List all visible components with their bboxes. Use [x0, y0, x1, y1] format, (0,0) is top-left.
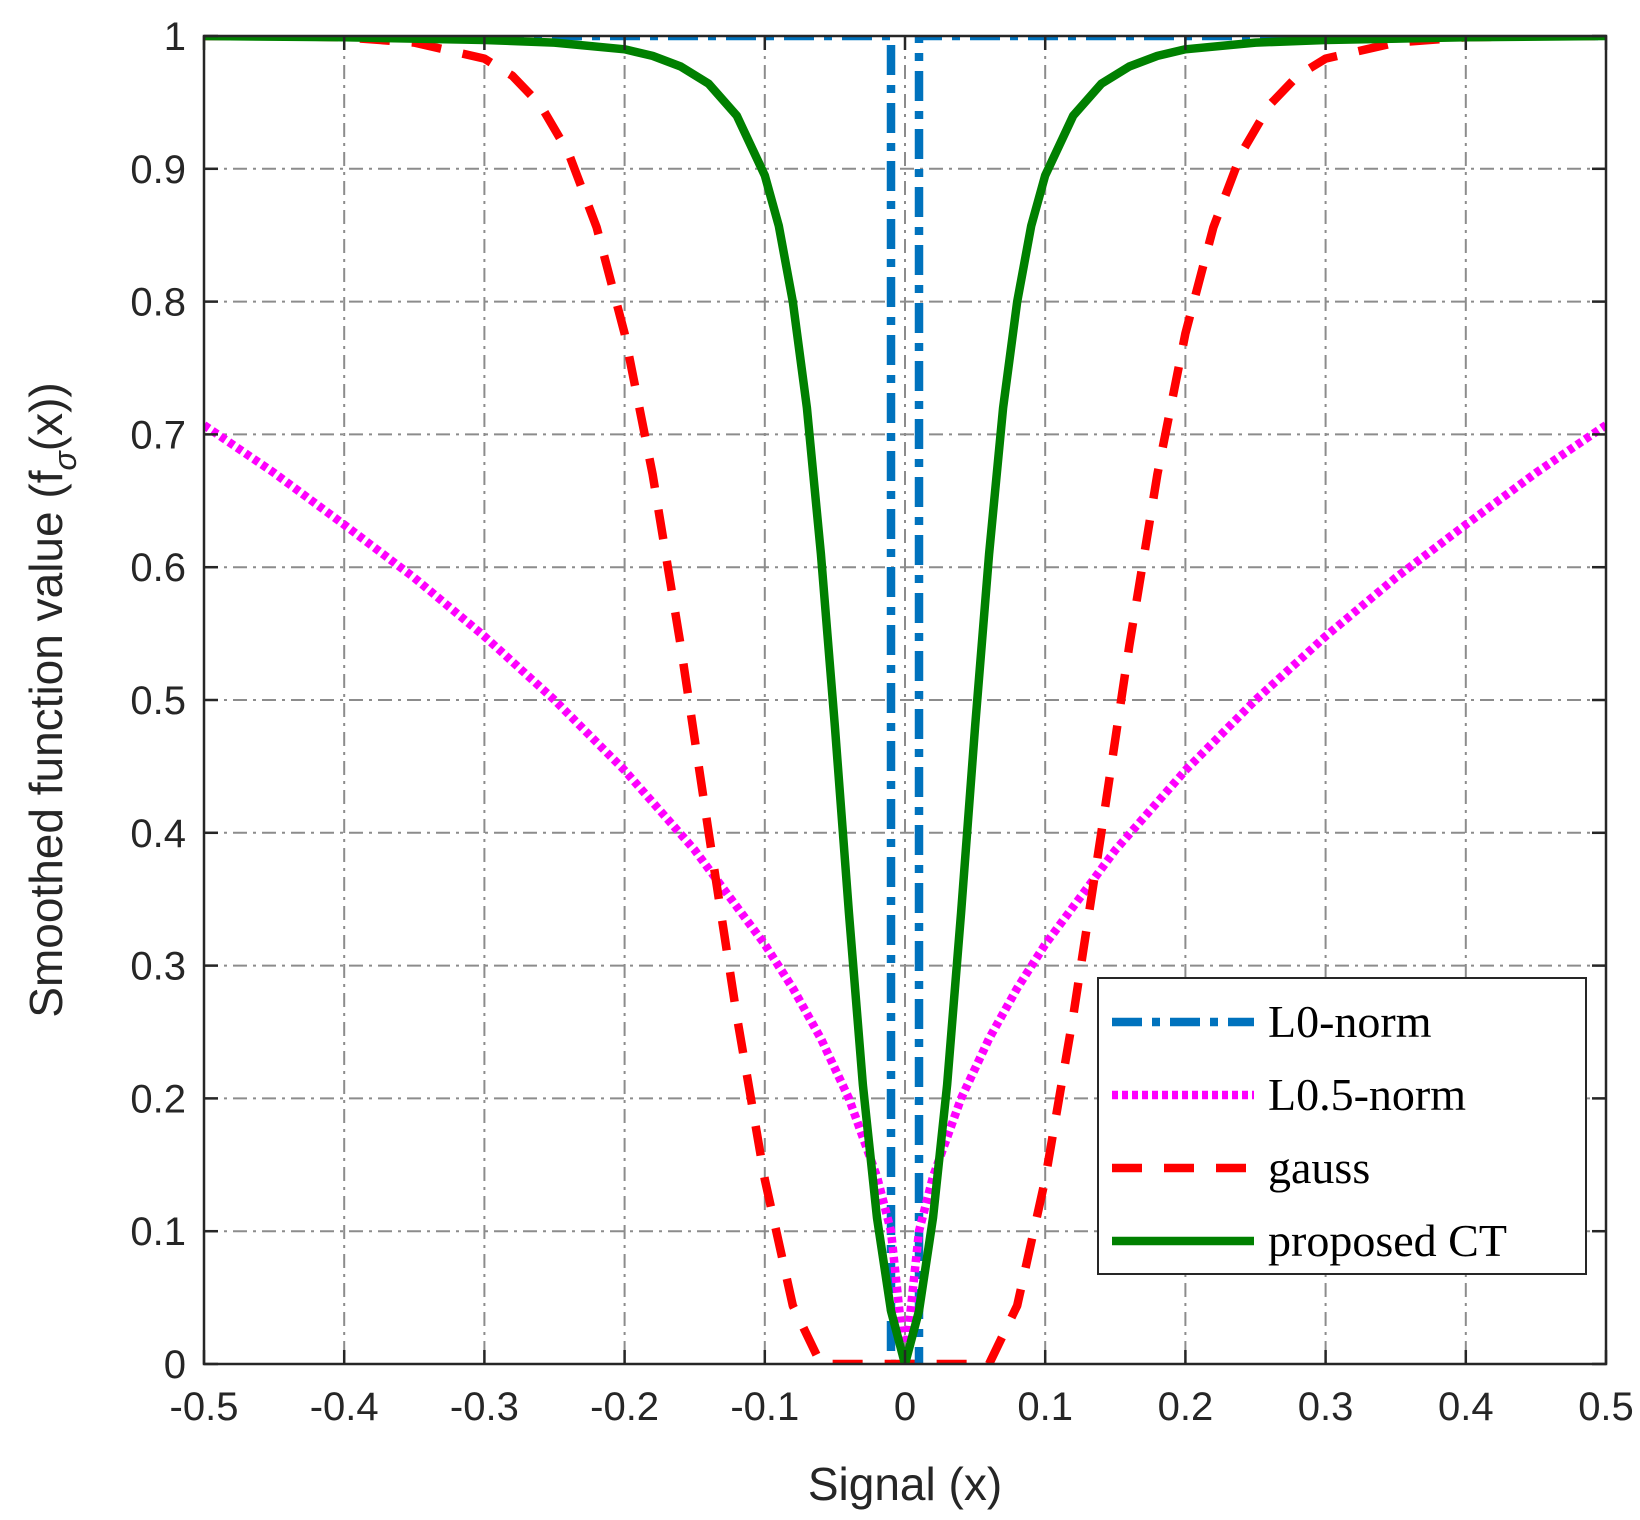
legend-label-l0-5-norm: L0.5-norm — [1268, 1069, 1466, 1120]
legend-entries: L0-norm L0.5-norm gauss proposed CT — [1112, 996, 1507, 1266]
y-tick-label: 0.5 — [130, 679, 186, 723]
legend-label-proposed-ct: proposed CT — [1268, 1215, 1507, 1266]
y-tick-label: 1 — [164, 15, 186, 59]
x-tick-label: 0.2 — [1158, 1385, 1214, 1429]
y-tick-label: 0.6 — [130, 546, 186, 590]
series-line-gauss — [204, 36, 1606, 1364]
x-tick-label: -0.2 — [590, 1385, 659, 1429]
x-tick-label: -0.1 — [730, 1385, 799, 1429]
y-tick-label: 0.8 — [130, 281, 186, 325]
y-tick-label: 0.1 — [130, 1210, 186, 1254]
x-tick-label: -0.5 — [170, 1385, 239, 1429]
series-line-l0-5-norm — [204, 421, 1606, 1364]
x-axis-ticks: -0.5 -0.4 -0.3 -0.2 -0.1 0 0.1 0.2 0.3 0.4 0.5 — [170, 36, 1634, 1429]
legend-label-l0-norm: L0-norm — [1268, 996, 1432, 1047]
y-tick-label: 0.2 — [130, 1077, 186, 1121]
x-tick-label: 0.4 — [1438, 1385, 1494, 1429]
y-tick-label: 0 — [164, 1343, 186, 1387]
legend-box — [1097, 977, 1587, 1275]
legend-label-gauss: gauss — [1268, 1142, 1370, 1193]
y-axis-title-subscript: σ — [47, 450, 83, 471]
x-tick-label: -0.4 — [310, 1385, 379, 1429]
y-axis-title-main: Smoothed function value (f — [20, 470, 72, 1017]
x-tick-label: 0.1 — [1017, 1385, 1073, 1429]
y-tick-label: 0.3 — [130, 945, 186, 989]
y-axis-title-suffix: (x)) — [20, 382, 72, 451]
y-tick-label: 0.7 — [130, 413, 186, 457]
y-tick-label: 0.4 — [130, 812, 186, 856]
x-tick-label: 0 — [894, 1385, 916, 1429]
x-tick-label: 0.5 — [1578, 1385, 1634, 1429]
data-series — [204, 36, 1606, 1364]
legend: L0-norm L0.5-norm gauss proposed CT — [1097, 977, 1587, 1275]
y-axis-ticks: 0 0.1 0.2 0.3 0.4 0.5 0.6 0.7 0.8 0.9 1 — [130, 15, 1606, 1387]
y-axis-title: Smoothed function value (fσ(x)) — [20, 382, 83, 1017]
x-axis-title: Signal (x) — [808, 1458, 1002, 1510]
x-tick-label: -0.3 — [450, 1385, 519, 1429]
series-line-proposed-ct — [204, 36, 1606, 1364]
y-tick-label: 0.9 — [130, 148, 186, 192]
x-tick-label: 0.3 — [1298, 1385, 1354, 1429]
